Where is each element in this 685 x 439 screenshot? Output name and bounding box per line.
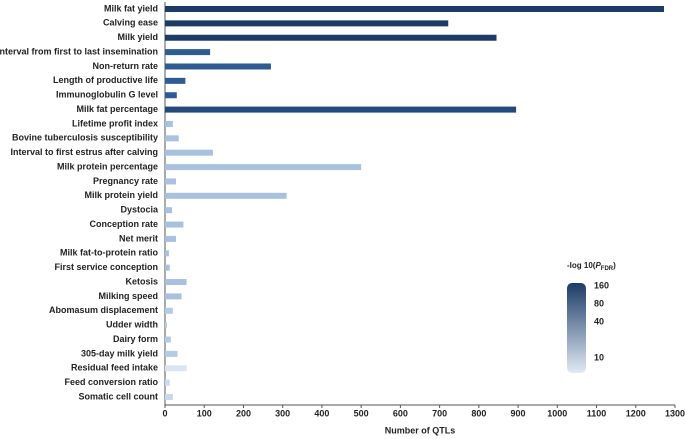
colorbar-tick-label: 80 (594, 298, 604, 308)
bar (165, 322, 167, 329)
y-tick-label: Milk yield (117, 32, 158, 42)
y-tick-label: Bovine tuberculosis susceptibility (12, 133, 158, 143)
y-tick-label: Dystocia (120, 205, 159, 215)
x-tick-label: 500 (354, 408, 369, 418)
y-tick-label: Lifetime profit index (72, 118, 158, 128)
bar (165, 365, 187, 372)
bar (165, 336, 171, 343)
bar (165, 221, 184, 228)
bar (165, 149, 213, 156)
x-tick-label: 400 (314, 408, 329, 418)
y-tick-label: Milk fat percentage (76, 104, 158, 114)
bar (165, 250, 169, 257)
y-tick-label: Interval from first to last insemination (0, 46, 158, 56)
y-tick-label: Interval to first estrus after calving (10, 147, 158, 157)
bar (165, 77, 186, 84)
colorbar-tick-label: 10 (594, 352, 604, 362)
bar (165, 6, 665, 12)
x-tick-label: 1000 (547, 408, 567, 418)
bar (165, 235, 176, 242)
y-tick-label: First service conception (54, 262, 158, 272)
y-tick-label: Non-return rate (92, 61, 158, 71)
y-tick-label: Milk protein percentage (57, 161, 158, 171)
y-tick-label: Udder width (106, 320, 158, 330)
colorbar-tick-label: 160 (594, 280, 609, 290)
bar (165, 92, 177, 99)
bar (165, 350, 178, 357)
colorbar-title-part: FDR (601, 266, 614, 272)
bar (165, 379, 170, 386)
x-tick-label: 800 (471, 408, 486, 418)
x-axis-title: Number of QTLs (385, 425, 456, 435)
colorbar-tick-label: 40 (594, 316, 604, 326)
x-tick-label: 0 (162, 408, 167, 418)
y-tick-label: Calving ease (103, 18, 158, 28)
colorbar-title-part: -log 10( (567, 261, 596, 270)
bar (165, 164, 362, 171)
x-tick-label: 600 (393, 408, 408, 418)
y-tick-label: Dairy form (113, 334, 158, 344)
y-tick-label: Milk protein yield (84, 190, 158, 200)
bar (165, 63, 271, 70)
y-tick-label: Feed conversion ratio (64, 377, 158, 387)
bar (165, 34, 497, 41)
bar (165, 394, 173, 400)
y-tick-label: Milk fat yield (104, 3, 158, 13)
x-tick-label: 200 (236, 408, 251, 418)
x-tick-label: 100 (197, 408, 212, 418)
x-tick-label: 700 (432, 408, 447, 418)
y-tick-label: Pregnancy rate (93, 176, 158, 186)
bar (165, 279, 187, 286)
y-tick-label: Abomasum displacement (49, 305, 158, 315)
bar (165, 135, 179, 142)
y-tick-label: Conception rate (89, 219, 158, 229)
colorbar (567, 283, 586, 373)
colorbar-title: -log 10(PFDR) (567, 261, 616, 271)
colorbar-title-part: P (595, 261, 601, 270)
bar (165, 178, 176, 185)
bar (165, 192, 287, 199)
bar (165, 207, 173, 214)
bar (165, 20, 449, 27)
x-tick-label: 1200 (626, 408, 646, 418)
bar (165, 293, 182, 300)
bar (165, 264, 170, 271)
y-tick-label: Net merit (119, 233, 158, 243)
bar (165, 49, 211, 56)
y-tick-label: Residual feed intake (71, 363, 158, 373)
colorbar-title-part: ) (613, 261, 616, 270)
y-tick-label: 305-day milk yield (81, 348, 158, 358)
y-tick-label: Milk fat-to-protein ratio (60, 248, 158, 258)
y-tick-label: Immunoglobulin G level (56, 90, 158, 100)
x-tick-label: 1300 (665, 408, 685, 418)
x-tick-label: 900 (511, 408, 526, 418)
y-tick-label: Ketosis (125, 276, 158, 286)
bar (165, 120, 173, 127)
y-tick-label: Somatic cell count (78, 391, 158, 401)
x-tick-label: 1100 (587, 408, 607, 418)
x-tick-label: 300 (275, 408, 290, 418)
y-tick-label: Milking speed (98, 291, 158, 301)
y-tick-label: Length of productive life (53, 75, 158, 85)
bar (165, 106, 517, 113)
bar (165, 307, 173, 314)
